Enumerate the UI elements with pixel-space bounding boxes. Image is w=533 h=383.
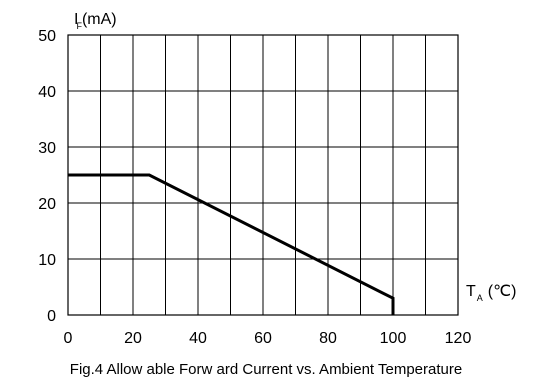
series-group [68,173,395,315]
y-tick-labels: 0 10 20 30 40 50 [38,28,56,325]
x-tick-label: 100 [380,330,407,347]
x-tick-labels: 0 20 40 60 80 100 120 [64,330,472,347]
series-line [68,173,395,315]
x-tick-label: 60 [254,330,272,347]
y-tick-label: 30 [38,140,56,157]
y-axis-label: IF(mA) [74,11,117,31]
x-axis-label: TA (℃) [466,283,516,303]
x-tick-label: 20 [124,330,142,347]
y-tick-label: 20 [38,196,56,213]
x-tick-label: 0 [64,330,73,347]
y-tick-label: 50 [38,28,56,45]
y-tick-label: 10 [38,252,56,269]
y-tick-label: 40 [38,84,56,101]
x-tick-label: 80 [319,330,337,347]
x-tick-label: 120 [445,330,472,347]
grid-lines [68,35,458,315]
x-tick-label: 40 [189,330,207,347]
y-tick-label: 0 [47,308,56,325]
figure-caption: Fig.4 Allow able Forw ard Current vs. Am… [70,361,462,378]
